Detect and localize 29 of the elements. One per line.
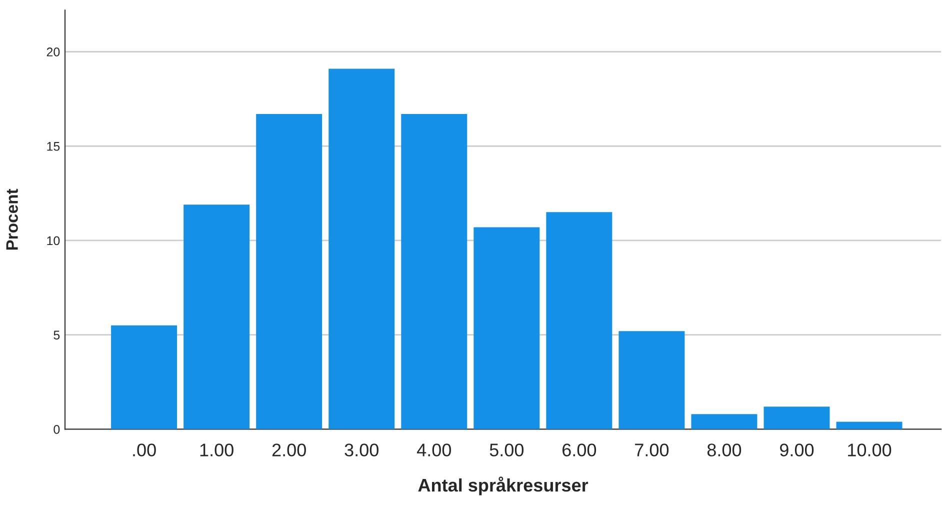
bar	[618, 331, 685, 430]
x-tick-label: 4.00	[416, 444, 451, 456]
bar	[184, 204, 250, 430]
bar	[836, 422, 902, 430]
x-tick-label: 3.00	[344, 444, 378, 456]
y-tick-label: 0	[54, 425, 60, 434]
x-tick-label: 1.00	[200, 444, 234, 456]
x-tick-label: .00	[133, 444, 156, 456]
x-axis-title: Antal språkresurser	[418, 476, 588, 496]
x-tick-label: 10.00	[848, 444, 892, 456]
y-axis-title: Procent	[6, 188, 18, 250]
x-tick-label: 5.00	[490, 444, 524, 456]
bar	[256, 114, 322, 430]
x-tick-label: 7.00	[635, 444, 669, 456]
x-tick-label: 8.00	[707, 444, 742, 456]
bar	[111, 325, 178, 430]
bar	[401, 114, 468, 430]
y-tick-label: 5	[54, 330, 60, 340]
y-tick-label: 10	[47, 236, 60, 246]
x-tick-label: 2.00	[272, 444, 306, 456]
bar	[328, 68, 395, 430]
x-tick-label: 6.00	[562, 444, 596, 456]
x-tick-label: 9.00	[780, 444, 814, 456]
y-tick-label: 20	[46, 48, 60, 56]
bar	[474, 227, 540, 430]
bar	[764, 406, 830, 430]
bar	[691, 414, 758, 430]
y-tick-label: 15	[47, 142, 60, 151]
bar	[546, 212, 612, 430]
